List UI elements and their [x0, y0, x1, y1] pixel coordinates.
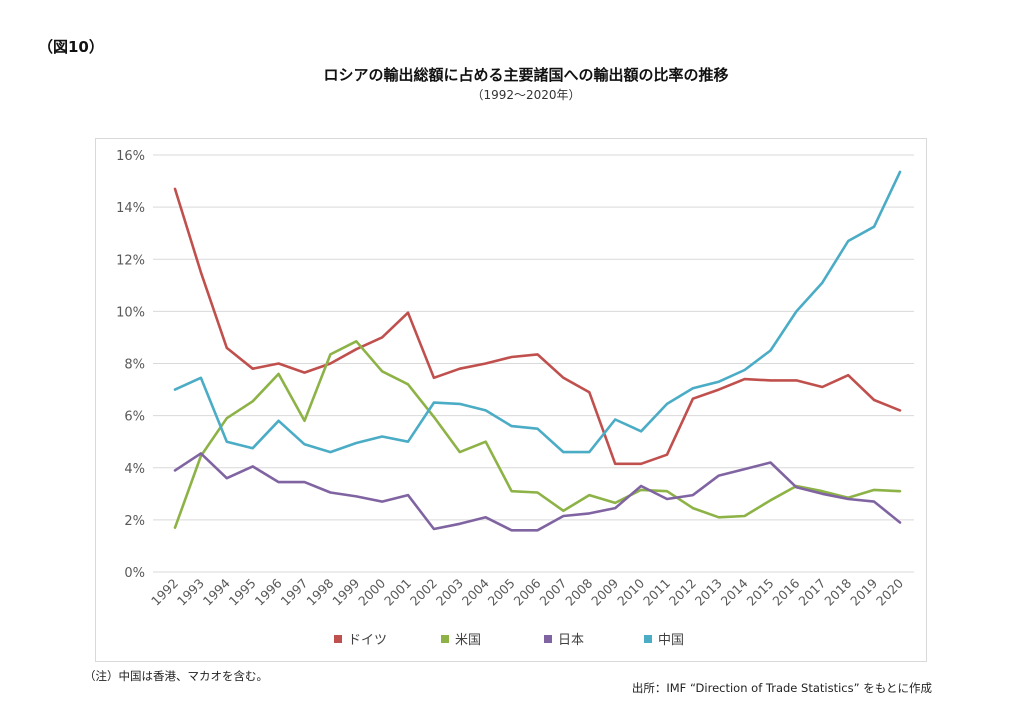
x-tick-label: 2014: [718, 575, 751, 608]
legend-swatch-2: [544, 635, 552, 643]
x-tick-label: 2009: [588, 575, 621, 608]
x-tick-label: 2001: [381, 576, 414, 609]
x-tick-label: 2008: [562, 575, 595, 608]
line-chart: 0%2%4%6%8%10%12%14%16%199219931994199519…: [116, 149, 914, 648]
figure-label: （図10）: [38, 38, 104, 56]
x-tick-label: 1997: [277, 576, 310, 609]
x-tick-label: 2003: [433, 576, 466, 609]
source-note: 出所：IMF “Direction of Trade Statistics” を…: [631, 681, 932, 695]
series-line-2: [173, 452, 902, 532]
y-tick-label: 14%: [116, 201, 145, 216]
legend-swatch-0: [334, 635, 342, 643]
x-tick-label: 2011: [640, 576, 673, 609]
footnote: （注）中国は香港、マカオを含む。: [84, 669, 268, 683]
x-tick-label: 2020: [873, 575, 906, 608]
chart-subtitle: （1992～2020年）: [471, 88, 581, 102]
x-tick-label: 2002: [407, 576, 440, 609]
y-tick-label: 10%: [116, 305, 145, 320]
x-tick-label: 1994: [200, 575, 233, 608]
x-tick-label: 2017: [795, 576, 828, 609]
y-tick-label: 0%: [124, 566, 145, 581]
series-line-0: [173, 187, 902, 466]
x-tick-label: 1999: [329, 575, 362, 608]
x-tick-label: 2006: [511, 575, 544, 608]
chart-frame: 0% 2% 4% 6% 8% 10% 12% 14% 16% 1992 1993 1994 1995 19…: [95, 138, 927, 662]
y-tick-label: 2%: [124, 514, 145, 529]
x-tick-label: 2000: [355, 575, 388, 608]
y-tick-label: 6%: [124, 410, 145, 425]
x-tick-label: 2012: [666, 576, 699, 609]
x-tick-label: 2016: [769, 575, 802, 608]
x-tick-label: 2010: [614, 575, 647, 608]
x-tick-label: 2013: [692, 576, 725, 609]
y-tick-label: 16%: [116, 149, 145, 164]
x-tick-label: 1998: [303, 575, 336, 608]
x-tick-label: 2019: [847, 575, 880, 608]
y-tick-label: 12%: [116, 253, 145, 268]
series-line-1: [173, 340, 902, 530]
chart-title: ロシアの輸出総額に占める主要諸国への輸出額の比率の推移: [323, 66, 729, 84]
x-tick-label: 2007: [536, 576, 569, 609]
x-tick-label: 2004: [459, 575, 492, 608]
legend-label-3: 中国: [658, 633, 684, 648]
legend-label-1: 米国: [455, 633, 481, 648]
legend-swatch-1: [441, 635, 449, 643]
series-line-3: [173, 170, 902, 454]
x-tick-label: 1993: [174, 576, 207, 609]
x-tick-label: 1996: [252, 575, 285, 608]
x-tick-label: 2015: [744, 576, 777, 609]
legend-swatch-3: [644, 635, 652, 643]
x-tick-label: 1992: [148, 576, 181, 609]
y-tick-label: 4%: [124, 462, 145, 477]
x-tick-label: 2018: [821, 575, 854, 608]
y-tick-label: 8%: [124, 358, 145, 373]
legend-label-2: 日本: [558, 633, 584, 648]
x-tick-label: 1995: [226, 576, 259, 609]
x-tick-label: 2005: [485, 576, 518, 609]
legend-label-0: ドイツ: [348, 633, 387, 648]
